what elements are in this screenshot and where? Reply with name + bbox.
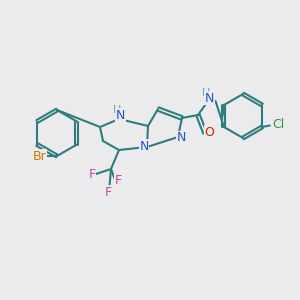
- Text: N: N: [139, 140, 149, 153]
- Text: Br: Br: [32, 149, 46, 163]
- Text: N: N: [205, 92, 214, 104]
- Text: F: F: [88, 169, 96, 182]
- Text: F: F: [104, 185, 112, 199]
- Text: N: N: [116, 109, 125, 122]
- Text: Cl: Cl: [273, 118, 285, 131]
- Text: O: O: [204, 126, 214, 139]
- Text: H: H: [113, 105, 122, 115]
- Text: N: N: [176, 131, 186, 144]
- Text: H: H: [201, 88, 210, 98]
- Text: F: F: [114, 175, 122, 188]
